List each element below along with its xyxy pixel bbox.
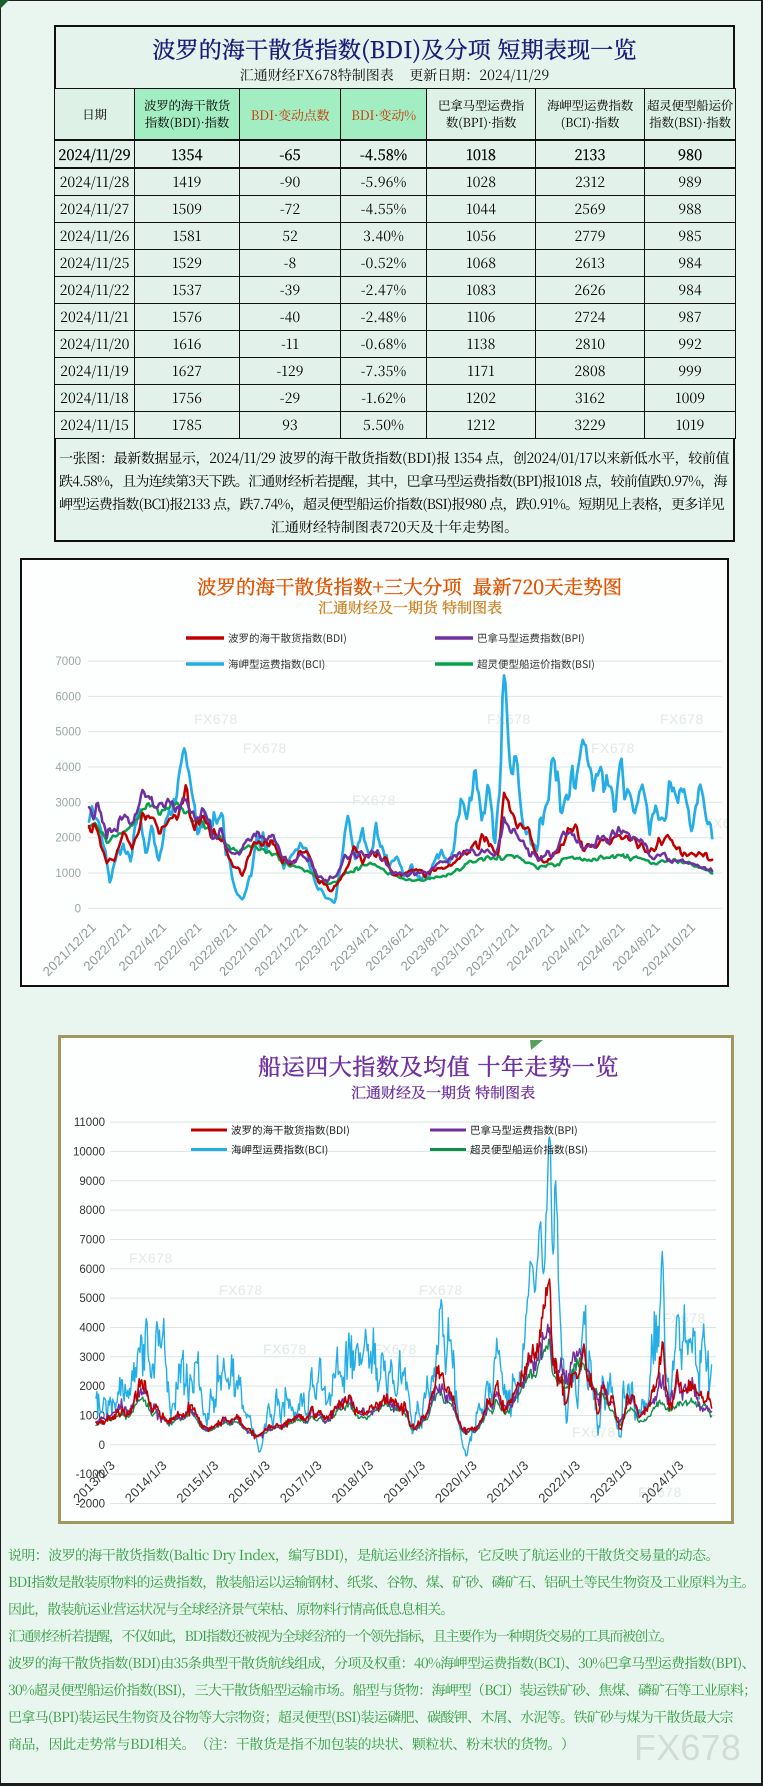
svg-text:FX678: FX678 <box>194 711 238 727</box>
svg-text:9000: 9000 <box>79 1176 105 1188</box>
svg-text:2015/1/3: 2015/1/3 <box>173 1458 221 1506</box>
svg-text:5000: 5000 <box>55 727 81 739</box>
svg-text:超灵便型船运价指数(BSI): 超灵便型船运价指数(BSI) <box>477 657 595 672</box>
svg-text:巴拿马型运费指数(BPI): 巴拿马型运费指数(BPI) <box>477 631 585 646</box>
svg-text:0: 0 <box>99 1440 105 1452</box>
svg-text:7000: 7000 <box>55 656 81 668</box>
svg-text:8000: 8000 <box>79 1205 105 1217</box>
svg-text:FX678: FX678 <box>263 1341 307 1357</box>
svg-text:FX678: FX678 <box>373 1341 417 1357</box>
svg-text:2016/1/3: 2016/1/3 <box>225 1458 273 1506</box>
svg-text:-2000: -2000 <box>76 1499 105 1511</box>
svg-text:2000: 2000 <box>55 833 81 845</box>
svg-text:波罗的海干散货指数(BDI): 波罗的海干散货指数(BDI) <box>228 631 347 646</box>
svg-text:巴拿马型运费指数(BPI): 巴拿马型运费指数(BPI) <box>470 1123 578 1138</box>
svg-text:海岬型运费指数(BCI): 海岬型运费指数(BCI) <box>231 1143 328 1158</box>
svg-text:FX678: FX678 <box>219 1282 263 1298</box>
svg-text:4000: 4000 <box>79 1323 105 1335</box>
svg-text:11000: 11000 <box>74 1117 105 1129</box>
svg-text:7000: 7000 <box>79 1235 105 1247</box>
svg-text:2022/1/3: 2022/1/3 <box>535 1458 583 1506</box>
svg-text:2000: 2000 <box>79 1381 105 1393</box>
svg-text:2017/1/3: 2017/1/3 <box>277 1458 325 1506</box>
svg-text:海岬型运费指数(BCI): 海岬型运费指数(BCI) <box>228 657 325 672</box>
svg-text:2021/1/3: 2021/1/3 <box>484 1458 532 1506</box>
svg-text:4000: 4000 <box>55 762 81 774</box>
svg-text:0: 0 <box>75 903 81 915</box>
svg-text:6000: 6000 <box>79 1264 105 1276</box>
svg-text:FX678: FX678 <box>638 1484 682 1500</box>
svg-text:FX678: FX678 <box>243 740 287 756</box>
svg-text:FX678: FX678 <box>352 792 396 808</box>
svg-text:10000: 10000 <box>73 1146 105 1158</box>
svg-text:5000: 5000 <box>79 1293 105 1305</box>
svg-text:FX678: FX678 <box>129 1250 173 1266</box>
svg-text:FX678: FX678 <box>660 711 704 727</box>
svg-text:2014/1/3: 2014/1/3 <box>122 1458 170 1506</box>
svg-text:2019/1/3: 2019/1/3 <box>380 1458 428 1506</box>
svg-text:2018/1/3: 2018/1/3 <box>329 1458 377 1506</box>
svg-text:FX678: FX678 <box>572 1424 616 1440</box>
svg-text:超灵便型船运价指数(BSI): 超灵便型船运价指数(BSI) <box>470 1143 588 1158</box>
svg-text:2023/1/3: 2023/1/3 <box>587 1458 635 1506</box>
svg-text:3000: 3000 <box>55 797 81 809</box>
svg-text:1000: 1000 <box>55 868 81 880</box>
svg-text:FX678: FX678 <box>591 740 635 756</box>
svg-text:3000: 3000 <box>79 1352 105 1364</box>
svg-text:2020/1/3: 2020/1/3 <box>432 1458 480 1506</box>
svg-text:-1000: -1000 <box>76 1469 105 1481</box>
svg-text:FX678: FX678 <box>419 1282 463 1298</box>
svg-text:6000: 6000 <box>55 691 81 703</box>
svg-text:波罗的海干散货指数(BDI): 波罗的海干散货指数(BDI) <box>231 1123 350 1138</box>
